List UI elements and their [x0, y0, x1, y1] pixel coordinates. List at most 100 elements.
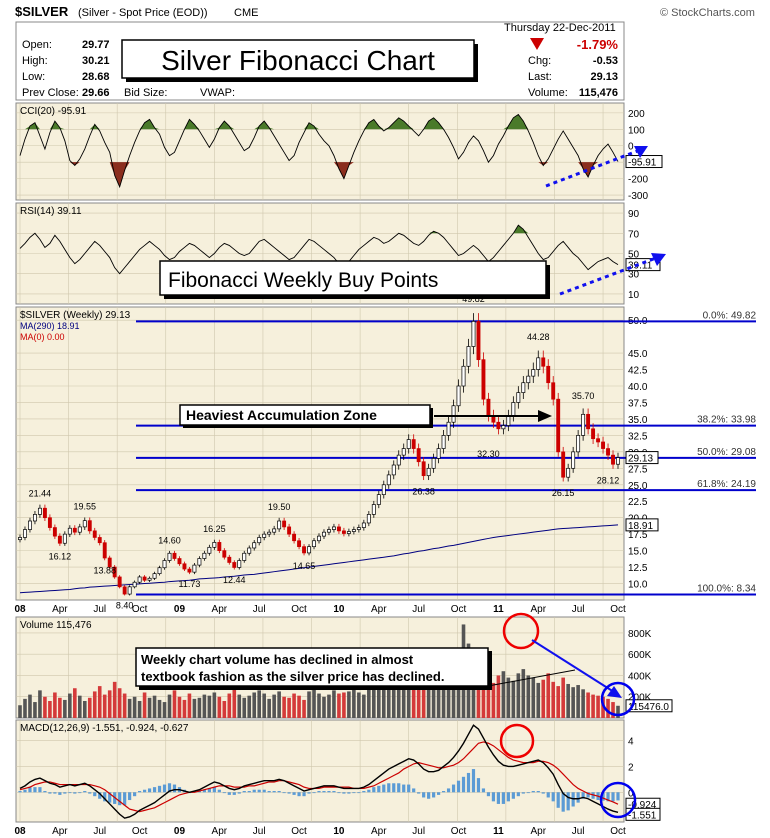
candle-body [361, 522, 366, 528]
volume-bar [112, 681, 117, 718]
cci-line [19, 113, 619, 189]
fib-level-label: 61.8%: 24.19 [697, 479, 756, 490]
candle-body [546, 365, 551, 384]
vwap-label: VWAP: [200, 87, 235, 99]
macd-histogram-bar [68, 792, 72, 794]
ma-last-label: 18.91 [628, 521, 653, 532]
volume-bar [616, 705, 620, 718]
y-tick-label: 200 [628, 109, 645, 120]
volume-bar [581, 689, 585, 718]
macd-label: MACD(12,26,9) -1.551, -0.924, -0.627 [20, 723, 189, 734]
candle-body [591, 428, 596, 440]
volume-value-label: 115476.0 [628, 702, 669, 713]
volume-note-line-2: textbook fashion as the silver price has… [141, 669, 444, 684]
candle-body [371, 504, 376, 515]
description: (Silver - Spot Price (EOD)) [78, 7, 208, 19]
macd-histogram-bar [123, 792, 127, 806]
macd-histogram-bar [322, 791, 326, 793]
price-value-label: 19.55 [74, 502, 97, 512]
macd-histogram-bar [73, 792, 77, 794]
y-tick-label: 800K [628, 629, 652, 640]
cci-value-label: -95.91 [628, 158, 657, 169]
candle-body [536, 357, 541, 370]
x-tick-label: 09 [174, 604, 186, 615]
x-tick-label: Jul [412, 604, 425, 615]
volume-bar [102, 694, 107, 718]
price-value-label: 32.30 [477, 449, 500, 459]
macd-histogram-bar [377, 785, 381, 793]
candle-body [416, 448, 421, 463]
candle-body [606, 448, 610, 456]
candle-body [496, 421, 501, 430]
macd-histogram-bar [412, 788, 416, 793]
macd-histogram-bar [327, 791, 331, 793]
candle-body [282, 520, 287, 528]
price-value-label: 19.50 [268, 502, 291, 512]
candle-body [272, 528, 277, 533]
volume-bar [511, 680, 516, 718]
x-tick-label: Oct [132, 826, 148, 837]
low-value: 28.68 [82, 71, 110, 83]
fib-level-label: 0.0%: 49.82 [703, 310, 757, 321]
candle-body [232, 562, 237, 568]
macd-histogram-bar [282, 792, 286, 794]
y-tick-label: 42.5 [628, 366, 648, 377]
volume-bar [33, 702, 37, 718]
x-tick-label: Apr [212, 826, 228, 837]
macd-histogram-bar [551, 792, 555, 802]
candle-body [386, 474, 391, 486]
macd-histogram-bar [417, 792, 421, 794]
macd-histogram-bar [461, 776, 466, 793]
candle-body [461, 365, 466, 387]
volume-bar [521, 669, 526, 718]
x-tick-label: Oct [610, 604, 626, 615]
volume-bar [192, 698, 197, 718]
candle-body [561, 451, 566, 478]
candle-body [23, 529, 27, 538]
price-value-label: 26.38 [412, 487, 435, 497]
price-value-label: 14.60 [158, 535, 181, 545]
price-value-label: 26.15 [552, 488, 575, 498]
volume-bar [78, 695, 82, 718]
candle-body [376, 494, 381, 505]
volume-bar [396, 687, 401, 718]
x-tick-label: Oct [451, 826, 467, 837]
candle-body [566, 467, 571, 478]
macd-histogram-bar [337, 792, 341, 794]
macd-histogram-bar [616, 792, 620, 801]
volume-bar [117, 688, 122, 718]
macd-histogram-bar [312, 792, 316, 794]
macd-histogram-bar [118, 792, 122, 806]
macd-histogram-bar [212, 787, 216, 793]
y-tick-label: 17.5 [628, 530, 648, 541]
x-tick-label: 09 [174, 826, 186, 837]
candle-body [516, 392, 521, 403]
price-value-label: 12.44 [223, 575, 246, 585]
y-tick-label: 0 [628, 788, 634, 799]
ma290-legend: MA(290) 18.91 [20, 321, 80, 331]
candle-body [167, 552, 172, 561]
candle-body [506, 415, 511, 426]
macd-histogram-bar [506, 792, 510, 802]
volume-bar [486, 679, 491, 718]
candle-body [127, 586, 132, 595]
volume-bar [471, 671, 476, 718]
volume-bar [441, 669, 446, 718]
volume-bar [406, 679, 411, 718]
price-value-label: 8.40 [116, 600, 134, 610]
volume-bar [586, 692, 590, 718]
macd-histogram-bar [347, 792, 351, 794]
macd-histogram-bar [277, 791, 281, 793]
macd-histogram-bar [33, 787, 37, 793]
candle-body [277, 520, 282, 530]
macd-histogram-bar [43, 791, 47, 793]
volume-bar [566, 683, 570, 718]
candle-body [456, 385, 461, 407]
volume-bar [127, 698, 132, 718]
high-value: 30.21 [82, 55, 110, 67]
volume-bar [262, 693, 266, 718]
macd-peak-circle [499, 723, 535, 759]
y-tick-label: 30 [628, 270, 640, 281]
macd-histogram-bar [581, 792, 585, 799]
x-tick-label: 11 [493, 826, 504, 837]
